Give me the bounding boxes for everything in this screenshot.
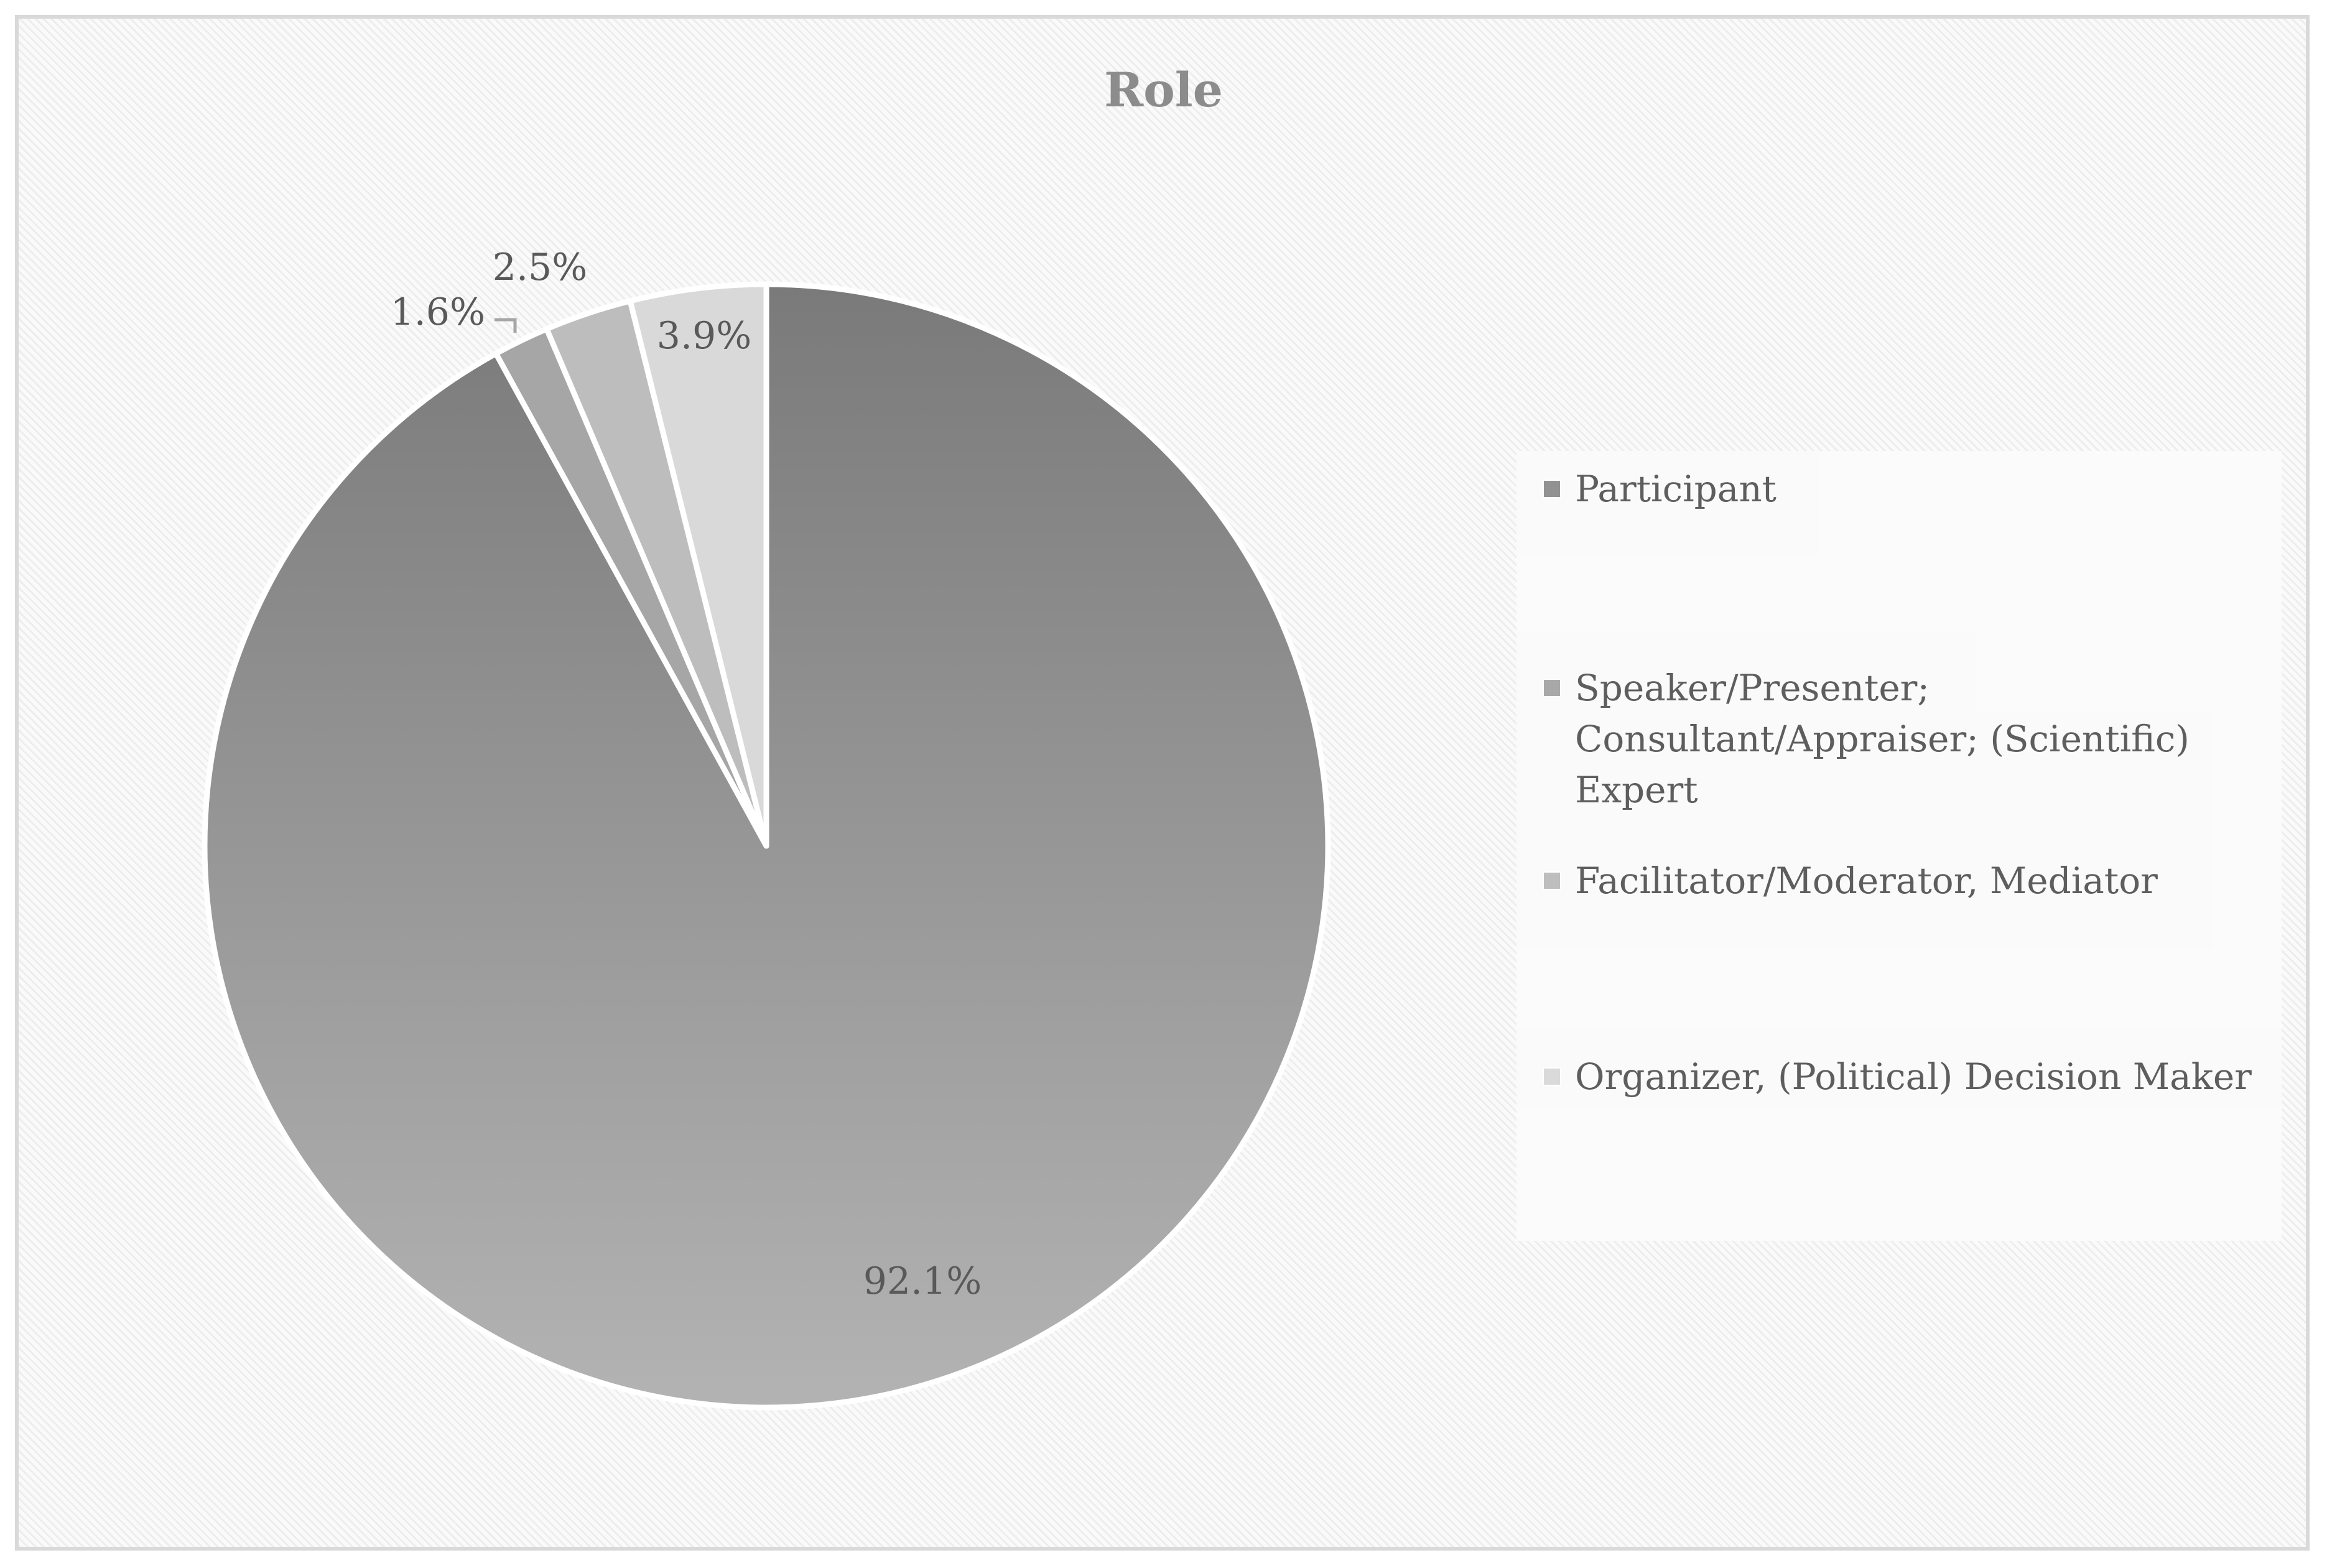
legend-item-organizer-decision-maker: Organizer, (Political) Decision Maker (1543, 1051, 2270, 1102)
legend-label: Participant (1575, 468, 1777, 510)
legend-swatch (1543, 480, 1561, 498)
legend-item-facilitator-moderator: Facilitator/Moderator, Mediator (1543, 855, 2270, 906)
pie-data-labels: 92.1% 1.6%2.5% 3.9% (391, 246, 982, 1303)
data-label-speaker-presenter: 1.6% (391, 290, 485, 334)
chart-legend: Participant Speaker/Presenter; Consultant… (1516, 451, 2282, 1241)
legend-item-participant: Participant (1543, 463, 2270, 514)
legend-label: Speaker/Presenter; Consultant/Appraiser;… (1575, 667, 2190, 811)
legend-swatch (1543, 871, 1561, 890)
chart-title: Role (1103, 62, 1224, 118)
legend-swatch (1543, 1067, 1561, 1086)
leader-line-speaker-presenter (495, 318, 517, 333)
pie-slices (202, 281, 1331, 1411)
legend-item-speaker-presenter: Speaker/Presenter; Consultant/Appraiser;… (1543, 662, 2270, 815)
legend-swatch (1543, 679, 1561, 697)
legend-label: Facilitator/Moderator, Mediator (1575, 860, 2158, 902)
data-label-facilitator-moderator: 2.5% (493, 246, 587, 289)
data-label-organizer-decision-maker: 3.9% (657, 314, 751, 358)
pie-slice-organizer-decision-maker (627, 281, 769, 849)
data-label-participant: 92.1% (863, 1260, 982, 1303)
legend-label: Organizer, (Political) Decision Maker (1575, 1055, 2252, 1098)
